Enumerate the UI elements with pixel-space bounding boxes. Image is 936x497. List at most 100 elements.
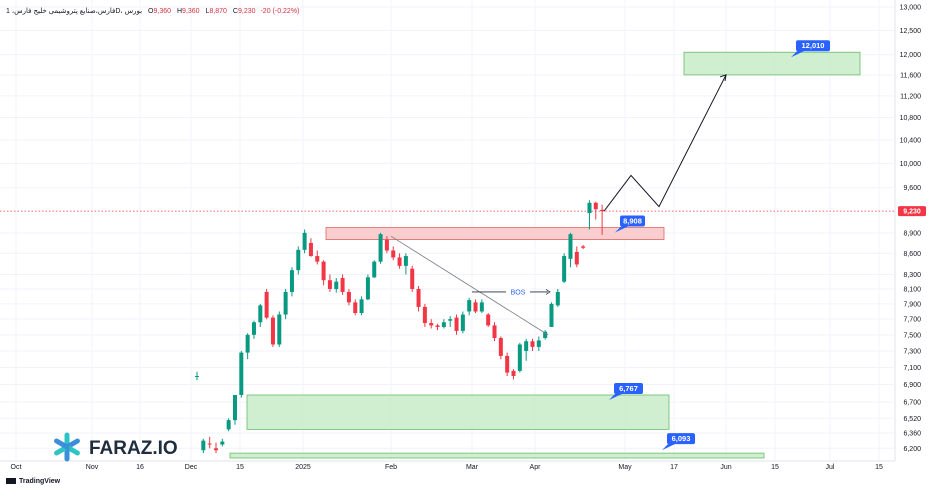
y-tick-label: 10,400: [900, 138, 922, 145]
y-tick-label: 6,360: [903, 431, 921, 438]
candle-body: [315, 256, 320, 262]
candle-body: [220, 441, 225, 445]
drawings: BOS: [390, 74, 727, 336]
candle-body: [505, 355, 510, 373]
candle-body: [467, 300, 472, 312]
candle-body: [574, 251, 579, 265]
zone-callout: [620, 215, 645, 227]
candle-body: [492, 325, 497, 339]
open-label: O: [148, 8, 154, 15]
y-tick-label: 10,000: [900, 161, 922, 168]
y-tick-label: 6,520: [903, 416, 921, 423]
candles: [195, 200, 605, 454]
bos-arrow-icon: [545, 289, 551, 295]
candle-body: [251, 322, 256, 335]
candle-body: [334, 281, 339, 289]
candle-body: [536, 340, 541, 347]
y-tick-label: 7,300: [903, 348, 921, 355]
zone-callout: [796, 40, 830, 52]
y-tick-label: 7,500: [903, 332, 921, 339]
bos-label-bg: [506, 286, 530, 297]
candle-body: [321, 261, 326, 281]
candle-body: [549, 303, 554, 327]
candle-body: [359, 299, 364, 314]
zone-box: [325, 227, 665, 240]
symbol-name: فارس،صنایع پتروشیمی خلیج فارس، 1D، بورس: [6, 8, 143, 15]
y-tick-label: 6,200: [903, 446, 921, 453]
high-label: H: [176, 8, 183, 15]
y-tick-label: 6,700: [903, 400, 921, 407]
candle-body: [524, 341, 529, 351]
change-value: -20 (-0.22%): [260, 8, 300, 15]
candle-body: [416, 288, 421, 307]
candle-body: [340, 278, 345, 292]
candle-body: [498, 338, 503, 356]
candle-body: [435, 325, 440, 327]
tradingview-text: TradingView: [19, 478, 61, 485]
candle-body: [454, 317, 459, 331]
zone-callout: [667, 433, 695, 445]
candle-body: [327, 280, 332, 289]
y-tick-label: 7,100: [903, 365, 921, 372]
projection-arrow-icon: [719, 74, 727, 81]
candle-body: [479, 302, 484, 312]
watermark-text: FARAZ.IO: [89, 438, 178, 459]
x-tick-label: May: [618, 464, 632, 471]
zone-labels: 8,908 12,010 6,767 6,093: [609, 40, 830, 451]
y-tick-label: 7,900: [903, 301, 921, 308]
candle-body: [441, 322, 446, 327]
candle-body: [384, 239, 389, 251]
zone-callout-pointer: [609, 393, 624, 401]
x-tick-label: Mar: [466, 464, 479, 471]
candle-body: [226, 420, 231, 430]
y-tick-label: 8,900: [903, 230, 921, 237]
candle-body: [410, 268, 415, 289]
x-tick-label: Jul: [826, 464, 835, 471]
candle-body: [448, 319, 453, 321]
zones: [229, 51, 861, 459]
watermark-star-icon: [54, 438, 70, 450]
y-tick-label: 11,200: [900, 93, 921, 100]
y-tick-label: 11,600: [900, 72, 921, 79]
candle-body: [397, 257, 402, 266]
x-tick-label: Feb: [385, 464, 397, 471]
candle-body: [473, 302, 478, 312]
candle-body: [195, 375, 199, 377]
zone-box: [683, 51, 861, 76]
candle-body: [581, 246, 586, 248]
candle-body: [258, 305, 263, 323]
candle-body: [422, 306, 427, 324]
candle-body: [264, 291, 269, 318]
tradingview-brand[interactable]: TradingView: [6, 478, 60, 485]
symbol-header: فارس،صنایع پتروشیمی خلیج فارس، 1D، بورس …: [6, 7, 299, 15]
x-axis: Oct Nov 16 Dec 15 2025 Feb Mar Apr May 17 Jun 15 Jul 1…: [11, 464, 883, 471]
candle-body: [270, 317, 275, 345]
high-value: 9,360: [182, 8, 200, 15]
grid: [0, 0, 896, 462]
x-tick-label: 16: [136, 464, 144, 471]
candle-body: [486, 314, 491, 326]
candle-body: [517, 344, 522, 371]
x-tick-label: 15: [875, 464, 883, 471]
last-price-tag: [898, 206, 926, 217]
candle-body: [593, 202, 598, 210]
projection-path: [603, 74, 727, 212]
y-tick-label: 9,600: [903, 185, 921, 192]
candle-body: [555, 291, 560, 306]
low-value: 8,870: [209, 8, 227, 15]
zone-label: 8,908: [623, 217, 642, 226]
x-tick-label: Oct: [11, 464, 22, 471]
candle-body: [207, 443, 212, 445]
y-tick-label: 12,500: [900, 28, 922, 35]
zone-label: 12,010: [802, 41, 825, 50]
candle-body: [365, 277, 370, 300]
y-tick-label: 7,700: [903, 317, 921, 324]
candle-body: [429, 323, 434, 326]
candle-body: [302, 232, 307, 250]
candle-body: [543, 331, 548, 339]
zone-callout-pointer: [615, 225, 630, 233]
x-tick-label: 15: [771, 464, 779, 471]
candle-body: [460, 314, 465, 331]
